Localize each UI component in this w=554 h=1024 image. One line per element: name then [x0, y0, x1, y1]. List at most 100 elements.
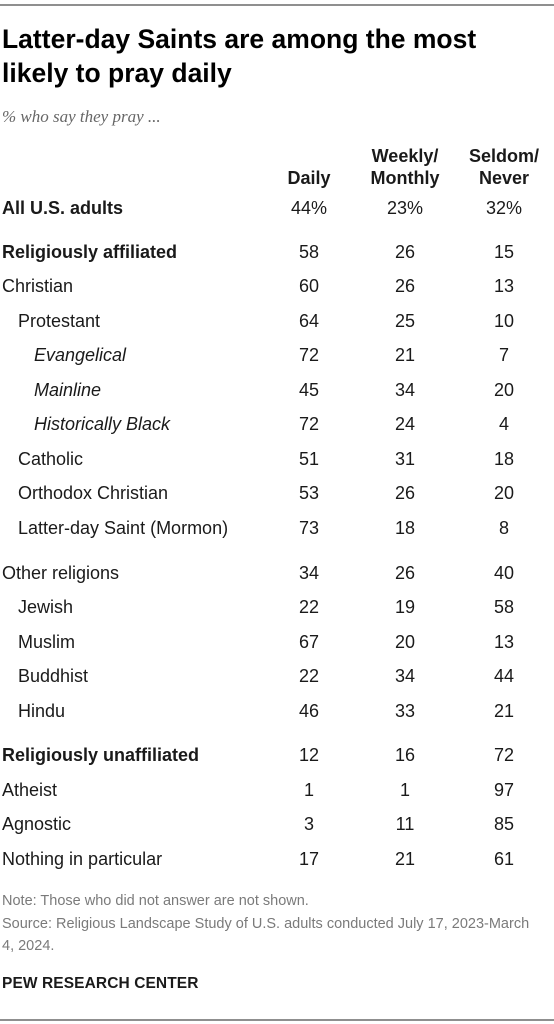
seldom-never-value: 13 — [493, 276, 515, 296]
weekly-monthly-value: 11 — [395, 814, 415, 834]
seldom-never-value: 97 — [493, 780, 515, 800]
row-label: All U.S. adults — [2, 198, 124, 218]
seldom-never-value: 40 — [493, 563, 515, 583]
row-label: Religiously affiliated — [2, 242, 178, 262]
column-header-line: Weekly/ — [371, 146, 439, 166]
daily-value: 46 — [298, 701, 320, 721]
row-label: Muslim — [18, 632, 75, 652]
weekly-monthly-value: 33 — [394, 701, 416, 721]
row-label: Catholic — [18, 449, 84, 469]
daily-value: 60 — [298, 276, 320, 296]
column-header-weekly-monthly: Weekly/ Monthly — [365, 145, 445, 189]
weekly-monthly-value: 20 — [394, 632, 416, 652]
table-row: All U.S. adults 44% 23% 32% — [0, 194, 554, 222]
row-label: Nothing in particular — [2, 849, 163, 869]
seldom-never-value: 18 — [493, 449, 515, 469]
weekly-monthly-value: 21 — [394, 849, 416, 869]
row-label: Jewish — [18, 597, 74, 617]
column-header-line: Seldom/ — [468, 146, 539, 166]
row-label: Orthodox Christian — [18, 483, 169, 503]
chart-subtitle: % who say they pray ... — [2, 107, 161, 126]
table-row: Orthodox Christian 53 26 20 — [0, 479, 554, 507]
column-header-line: Never — [478, 168, 530, 188]
row-label: Evangelical — [34, 345, 127, 365]
table-row: Religiously unaffiliated 12 16 72 — [0, 741, 554, 769]
row-label: Religiously unaffiliated — [2, 745, 200, 765]
weekly-monthly-value: 23% — [386, 198, 424, 218]
table-row: Hindu 46 33 21 — [0, 697, 554, 725]
seldom-never-value: 10 — [493, 311, 515, 331]
weekly-monthly-value: 18 — [394, 518, 416, 538]
weekly-monthly-value: 34 — [394, 666, 416, 686]
daily-value: 73 — [298, 518, 320, 538]
daily-value: 45 — [298, 380, 320, 400]
daily-value: 44% — [290, 198, 328, 218]
column-header-line: Daily — [287, 168, 331, 188]
seldom-never-value: 85 — [493, 814, 515, 834]
table-row: Mainline 45 34 20 — [0, 376, 554, 404]
weekly-monthly-value: 24 — [394, 414, 416, 434]
daily-value: 58 — [298, 242, 320, 262]
weekly-monthly-value: 31 — [394, 449, 416, 469]
source-text: Source: Religious Landscape Study of U.S… — [2, 916, 530, 954]
seldom-never-value: 61 — [493, 849, 515, 869]
daily-value: 67 — [298, 632, 320, 652]
table-row: Atheist 1 1 97 — [0, 776, 554, 804]
weekly-monthly-value: 16 — [394, 745, 416, 765]
table-row: Other religions 34 26 40 — [0, 559, 554, 587]
seldom-never-value: 7 — [498, 345, 509, 365]
pew-research-center-logo-text: PEW RESEARCH CENTER — [2, 975, 199, 992]
column-header-daily: Daily — [269, 167, 349, 189]
seldom-never-value: 20 — [493, 483, 515, 503]
weekly-monthly-value: 1 — [399, 780, 410, 800]
row-label: Protestant — [18, 311, 101, 331]
row-label: Buddhist — [18, 666, 89, 686]
row-label: Mainline — [34, 380, 102, 400]
table-row: Christian 60 26 13 — [0, 272, 554, 300]
seldom-never-value: 72 — [493, 745, 515, 765]
table-row: Muslim 67 20 13 — [0, 628, 554, 656]
seldom-never-value: 44 — [493, 666, 515, 686]
table-row: Latter-day Saint (Mormon) 73 18 8 — [0, 514, 554, 542]
daily-value: 22 — [298, 597, 320, 617]
column-header-line: Monthly — [370, 168, 440, 188]
seldom-never-value: 20 — [493, 380, 515, 400]
table-row: Jewish 22 19 58 — [0, 593, 554, 621]
table-row: Historically Black 72 24 4 — [0, 410, 554, 438]
daily-value: 51 — [298, 449, 320, 469]
note-text: Note: Those who did not answer are not s… — [2, 893, 309, 909]
daily-value: 12 — [298, 745, 320, 765]
seldom-never-value: 32% — [485, 198, 523, 218]
row-label: Hindu — [18, 701, 66, 721]
table-row: Buddhist 22 34 44 — [0, 662, 554, 690]
seldom-never-value: 13 — [493, 632, 515, 652]
bottom-rule — [0, 1019, 554, 1021]
row-label: Agnostic — [2, 814, 72, 834]
row-label: Historically Black — [34, 414, 171, 434]
table-row: Agnostic 3 11 85 — [0, 810, 554, 838]
weekly-monthly-value: 21 — [394, 345, 416, 365]
daily-value: 53 — [298, 483, 320, 503]
top-rule — [0, 4, 554, 6]
row-label: Christian — [2, 276, 74, 296]
daily-value: 17 — [298, 849, 320, 869]
daily-value: 72 — [298, 414, 320, 434]
table-row: Evangelical 72 21 7 — [0, 341, 554, 369]
seldom-never-value: 4 — [498, 414, 509, 434]
table-row: Protestant 64 25 10 — [0, 307, 554, 335]
daily-value: 72 — [298, 345, 320, 365]
row-label: Latter-day Saint (Mormon) — [18, 518, 229, 538]
daily-value: 22 — [298, 666, 320, 686]
weekly-monthly-value: 26 — [394, 242, 416, 262]
table-row: Religiously affiliated 58 26 15 — [0, 238, 554, 266]
row-label: Atheist — [2, 780, 58, 800]
weekly-monthly-value: 34 — [394, 380, 416, 400]
seldom-never-value: 21 — [493, 701, 515, 721]
seldom-never-value: 15 — [493, 242, 515, 262]
row-label: Other religions — [2, 563, 120, 583]
table-row: Nothing in particular 17 21 61 — [0, 845, 554, 873]
column-header-seldom-never: Seldom/ Never — [464, 145, 544, 189]
daily-value: 3 — [303, 814, 314, 834]
weekly-monthly-value: 26 — [394, 276, 416, 296]
table-row: Catholic 51 31 18 — [0, 445, 554, 473]
